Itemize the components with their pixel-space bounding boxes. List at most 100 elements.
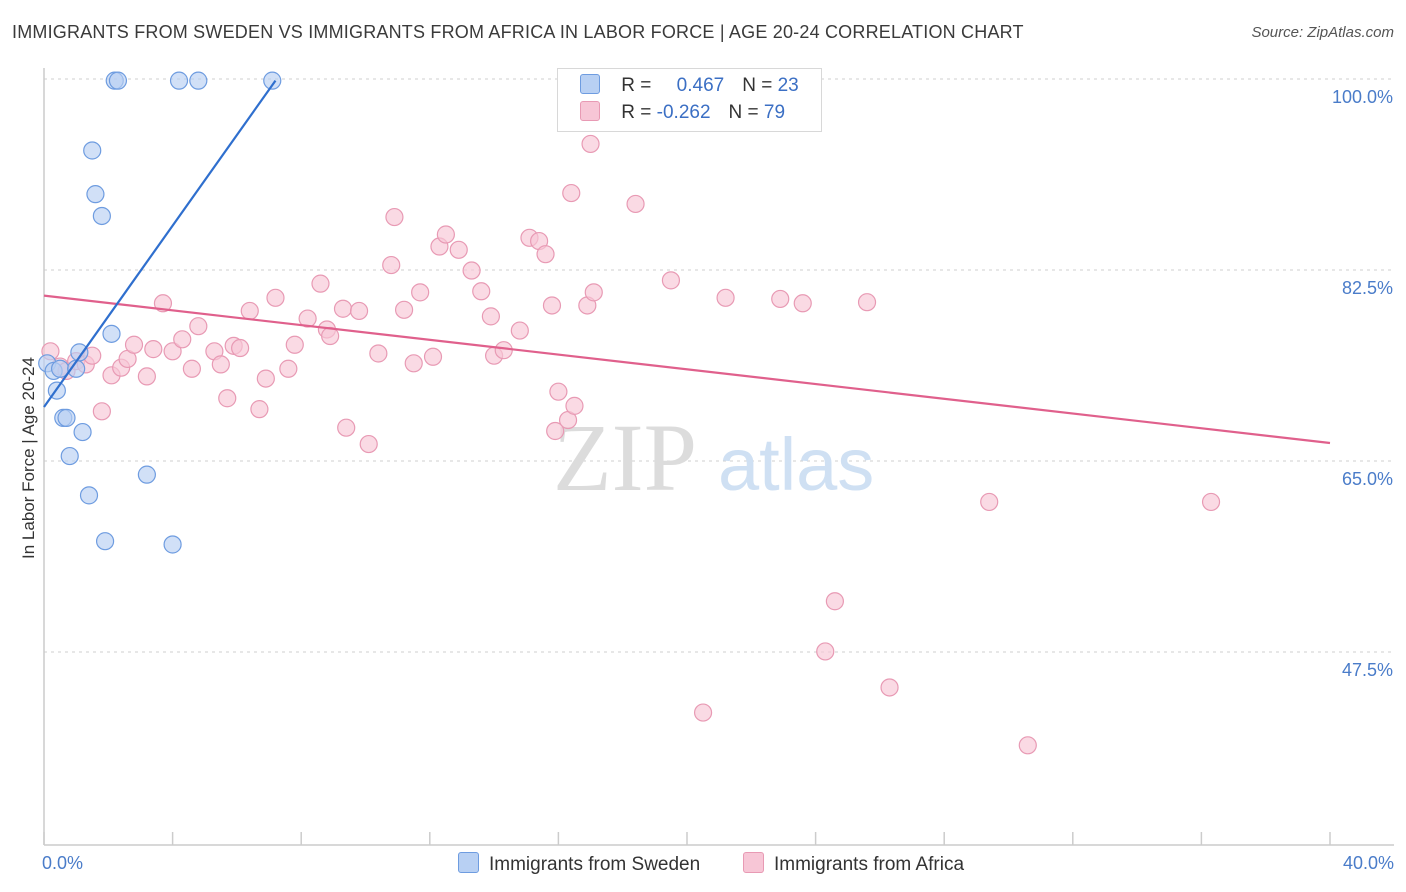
- y-tick-label: 47.5%: [1342, 660, 1393, 680]
- sweden-point: [86, 185, 105, 204]
- africa-point: [436, 225, 455, 244]
- africa-point: [549, 382, 568, 401]
- africa-point: [144, 340, 163, 359]
- africa-point: [298, 309, 317, 328]
- africa-point: [546, 421, 565, 441]
- africa-point: [279, 359, 298, 378]
- africa-point: [716, 288, 735, 307]
- africa-point: [240, 301, 259, 321]
- africa-point: [311, 274, 330, 293]
- africa-point: [510, 321, 529, 340]
- africa-point: [462, 261, 481, 280]
- watermark-zip: ZIP: [553, 404, 697, 511]
- africa-point: [359, 434, 378, 454]
- sweden-trend-line: [43, 79, 277, 408]
- sweden-points: [38, 71, 282, 554]
- africa-point: [250, 400, 269, 419]
- y-tick-label: 100.0%: [1332, 87, 1393, 107]
- africa-r-value: -0.262: [656, 102, 711, 123]
- africa-point: [1018, 736, 1037, 755]
- axes: [43, 68, 1394, 846]
- africa-point: [218, 389, 237, 408]
- africa-point: [256, 369, 275, 388]
- sweden-swatch: [580, 74, 600, 94]
- source-label: Source: ZipAtlas.com: [1251, 24, 1394, 41]
- africa-n-value: 79: [763, 102, 786, 123]
- africa-point: [153, 294, 173, 313]
- sweden-point: [102, 324, 121, 343]
- sweden-n-label: N =: [742, 75, 778, 96]
- sweden-point: [169, 71, 189, 90]
- sweden-point: [70, 343, 89, 362]
- africa-point: [285, 335, 304, 354]
- africa-point: [92, 402, 111, 421]
- africa-point: [542, 296, 562, 315]
- africa-point: [825, 592, 844, 611]
- africa-point: [536, 245, 555, 264]
- bottom-sweden-label: Immigrants from Sweden: [489, 854, 701, 875]
- africa-point: [411, 283, 430, 302]
- sweden-point: [263, 71, 282, 90]
- sweden-point: [60, 446, 79, 466]
- africa-point: [481, 307, 500, 326]
- africa-point: [584, 283, 603, 302]
- africa-point: [565, 396, 584, 415]
- sweden-point: [95, 532, 115, 551]
- sweden-r-label: R =: [621, 75, 657, 96]
- y-tick-labels: 100.0% 82.5% 65.0% 47.5%: [1332, 87, 1393, 680]
- africa-point: [349, 301, 369, 321]
- africa-swatch: [580, 101, 600, 121]
- africa-point: [211, 355, 230, 374]
- sweden-point: [79, 486, 99, 505]
- africa-points: [41, 71, 1221, 755]
- y-tick-label: 65.0%: [1342, 469, 1393, 489]
- africa-point: [231, 338, 250, 358]
- africa-point: [857, 293, 877, 312]
- sweden-r-value: 0.467: [676, 75, 725, 96]
- africa-point: [369, 344, 388, 363]
- africa-trend-line: [43, 294, 1331, 445]
- bottom-africa-swatch: [743, 852, 764, 873]
- bottom-africa-label: Immigrants from Africa: [774, 854, 965, 875]
- sweden-n-value: 23: [777, 75, 799, 96]
- africa-point: [404, 354, 423, 373]
- africa-point: [124, 335, 144, 354]
- sweden-point: [137, 465, 156, 484]
- bottom-sweden-swatch: [458, 852, 479, 873]
- africa-point: [880, 678, 899, 697]
- africa-point: [771, 289, 790, 309]
- africa-point: [472, 282, 491, 301]
- africa-point: [337, 418, 356, 437]
- africa-point: [449, 240, 468, 259]
- africa-point: [385, 207, 404, 227]
- africa-point: [562, 183, 581, 203]
- sweden-point: [73, 422, 92, 442]
- sweden-point: [92, 206, 111, 226]
- y-tick-label: 82.5%: [1342, 278, 1393, 298]
- africa-n-label: N =: [728, 102, 764, 123]
- africa-point: [494, 341, 513, 360]
- africa-point: [394, 300, 414, 319]
- legend-row-africa: R = -0.262 N = 79: [580, 101, 785, 129]
- trend-lines: [43, 79, 1331, 445]
- africa-point: [163, 342, 182, 361]
- africa-point: [137, 367, 156, 386]
- sweden-point: [163, 535, 182, 554]
- africa-point: [182, 359, 201, 378]
- africa-point: [1201, 492, 1221, 512]
- watermark-atlas: atlas: [718, 423, 874, 506]
- africa-point: [423, 347, 443, 366]
- legend-row-sweden: R = 0.467 N = 23: [580, 74, 799, 102]
- africa-point: [173, 330, 192, 349]
- africa-point: [189, 317, 208, 336]
- y-axis-title: In Labor Force | Age 20-24: [19, 357, 38, 559]
- africa-r-label: R =: [621, 102, 657, 123]
- sweden-point: [57, 408, 76, 427]
- x-tick-label-min: 0.0%: [42, 853, 83, 873]
- sweden-point: [83, 141, 102, 160]
- africa-point: [693, 703, 713, 722]
- africa-point: [793, 294, 812, 313]
- bottom-legend-sweden: Immigrants from Sweden: [458, 852, 700, 876]
- africa-point: [626, 194, 645, 214]
